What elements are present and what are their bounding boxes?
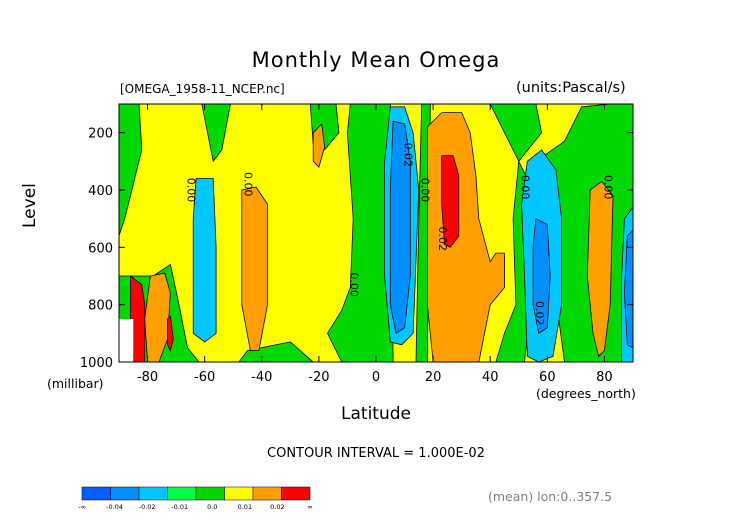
colorbar-label: 0.0 <box>207 503 217 511</box>
region-blue-edge <box>623 229 633 349</box>
x-tick-label: 20 <box>425 370 442 385</box>
units-label: (units:Pascal/s) <box>516 80 626 96</box>
x-tick-label: -20 <box>308 370 329 385</box>
contour-label: 0.00 <box>419 178 432 203</box>
region-orange-sw <box>144 272 171 362</box>
colorbar-swatch <box>224 486 254 501</box>
y-tick-label: 200 <box>88 127 113 142</box>
contour-interval-text: CONTOUR INTERVAL = 1.000E-02 <box>267 446 485 461</box>
region-green-upper-a <box>201 104 231 163</box>
x-tick-label: 40 <box>482 370 499 385</box>
y-axis-ticks: 200 400 600 800 1000 <box>80 127 633 371</box>
y-tick-label: 400 <box>88 184 113 199</box>
contour-label: 0.02 <box>436 226 449 251</box>
x-tick-label: 80 <box>596 370 613 385</box>
x-tick-label: 0 <box>372 370 380 385</box>
colorbar-swatch <box>138 486 168 501</box>
region-green-bottom <box>238 341 314 362</box>
colorbar-swatch <box>281 486 311 501</box>
region-orange-small <box>312 123 326 168</box>
y-tick-label: 800 <box>88 299 113 314</box>
contour-label: 0.02 <box>533 301 546 326</box>
contour-label: 0.00 <box>601 175 614 200</box>
y-tick-label: 600 <box>88 241 113 256</box>
file-label: [OMEGA_1958-11_NCEP.nc] <box>120 82 285 96</box>
region-blue-equator <box>389 120 411 334</box>
contour-label: -0.02 <box>402 138 415 166</box>
x-tick-label: -80 <box>137 370 158 385</box>
x-axis-label: Latitude <box>341 404 411 424</box>
colorbar-swatch <box>167 486 197 501</box>
region-green-thin <box>415 104 431 362</box>
x-tick-label: -40 <box>251 370 272 385</box>
y-tick-label: 1000 <box>80 356 113 371</box>
region-red-small <box>167 315 174 352</box>
chart-title: Monthly Mean Omega <box>251 48 501 72</box>
contour-label: 0.00 <box>347 272 360 297</box>
colorbar-label: -0.04 <box>106 503 123 511</box>
colorbar-label: 0.01 <box>238 503 252 511</box>
x-tick-label: -60 <box>194 370 215 385</box>
colorbar-label: -0.02 <box>139 503 156 511</box>
colorbar-swatch <box>81 486 111 501</box>
region-lightblue-south <box>192 178 217 343</box>
contour-field <box>119 104 633 362</box>
colorbar-swatch <box>195 486 225 501</box>
region-green-sw-upper <box>119 104 143 237</box>
colorbar: -∞ -0.04 -0.02 -0.01 0.0 0.01 0.02 ∞ <box>78 486 313 511</box>
colorbar-label: 0.02 <box>270 503 284 511</box>
colorbar-swatch <box>110 486 140 501</box>
colorbar-swatch <box>252 486 282 501</box>
region-red-central <box>441 155 460 248</box>
colorbar-label: -0.01 <box>171 503 188 511</box>
contour-label: 0.00 <box>242 172 255 197</box>
x-axis-ticks: -80 -60 -40 -20 0 20 40 60 80 <box>137 104 613 385</box>
missing-data-block <box>119 319 134 362</box>
y-axis-unit: (millibar) <box>47 376 104 391</box>
x-tick-label: 60 <box>539 370 556 385</box>
contour-label: 0.00 <box>519 175 532 200</box>
mean-note: (mean) lon:0..357.5 <box>488 489 613 504</box>
x-axis-unit: (degrees_north) <box>536 386 636 401</box>
region-orange-south <box>241 186 268 351</box>
colorbar-label: ∞ <box>307 503 312 511</box>
contour-label: 0.00 <box>185 178 198 203</box>
colorbar-label: -∞ <box>78 503 86 511</box>
contour-labels: 0.00 0.00 0.00 -0.02 0.00 0.02 0.00 0.02 0.00 <box>185 138 615 325</box>
region-blue-east <box>532 218 551 334</box>
region-orange-east <box>586 180 614 358</box>
